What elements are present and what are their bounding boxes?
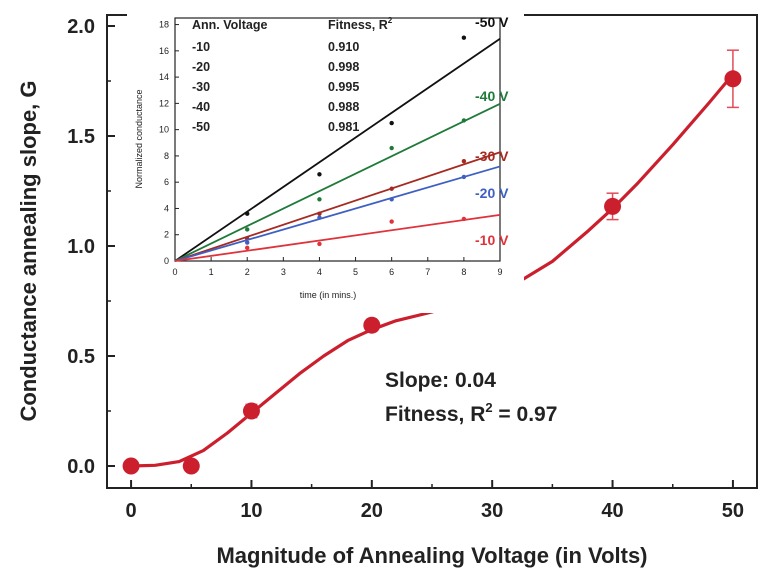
inset-series-label: -10 V: [475, 232, 509, 248]
y-tick-label: 0.5: [67, 346, 95, 368]
table-cell-voltage: -20: [192, 60, 210, 74]
annotation-fitness-superscript: 2: [485, 400, 492, 415]
table-header-fitness-text: Fitness, R: [328, 18, 388, 32]
inset-x-tick-label: 6: [389, 267, 394, 277]
table-cell-voltage: -10: [192, 40, 210, 54]
data-point: [724, 70, 742, 88]
inset-x-tick-label: 0: [172, 267, 177, 277]
table-cell-fitness: 0.995: [328, 80, 359, 94]
inset-fit-line: [174, 165, 501, 262]
x-tick-label: 20: [361, 500, 383, 522]
inset-fit-line: [174, 151, 501, 262]
inset-series-label: -20 V: [475, 185, 509, 201]
table-cell-voltage: -40: [192, 100, 210, 114]
x-tick-label: 40: [601, 500, 623, 522]
inset-data-point: [317, 215, 322, 220]
inset-y-tick-label: 6: [164, 177, 169, 187]
inset-y-tick-label: 12: [159, 98, 169, 108]
inset-data-point: [317, 197, 322, 202]
annotation-slope: Slope: 0.04: [385, 369, 496, 392]
inset-x-tick-label: 1: [209, 267, 214, 277]
inset-x-tick-label: 7: [425, 267, 430, 277]
x-tick-label: 50: [722, 500, 744, 522]
x-tick-label: 0: [126, 500, 137, 522]
table-cell-fitness: 0.988: [328, 100, 359, 114]
inset-fit-line: [174, 102, 501, 262]
annotation-fitness: Fitness, R2 = 0.97: [385, 400, 557, 426]
y-axis-title: Conductance annealing slope, G: [16, 80, 41, 421]
inset-data-point: [461, 118, 467, 123]
table-cell-voltage: -30: [192, 80, 210, 94]
data-point: [363, 316, 381, 334]
inset-y-tick-label: 0: [164, 256, 169, 266]
data-point: [242, 402, 260, 420]
inset-x-tick-label: 2: [245, 267, 250, 277]
inset-data-point: [461, 35, 467, 40]
inset-data-point: [245, 245, 250, 251]
inset-x-tick-label: 9: [497, 267, 502, 277]
x-tick-label: 10: [240, 500, 262, 522]
inset-series-label: -50 V: [475, 14, 509, 30]
y-tick-label: 1.0: [67, 236, 95, 258]
inset-data-point: [245, 240, 250, 245]
inset-data-point: [317, 172, 322, 177]
inset-y-tick-label: 2: [164, 230, 169, 240]
annotation-fitness-value: = 0.97: [493, 403, 558, 426]
x-axis-title: Magnitude of Annealing Voltage (in Volts…: [216, 543, 647, 568]
inset-y-tick-label: 8: [164, 151, 169, 161]
inset-data-point: [389, 186, 394, 191]
inset-x-tick-label: 8: [461, 267, 466, 277]
x-tick-label: 30: [481, 500, 503, 522]
inset-x-axis-title: time (in mins.): [300, 290, 357, 300]
inset-data-point: [317, 241, 322, 247]
table-cell-voltage: -50: [192, 120, 210, 134]
inset-fit-line: [174, 214, 501, 262]
inset-frame: [174, 17, 501, 262]
table-header-fitness-superscript: 2: [388, 16, 393, 25]
inset-y-axis-title: Normalized conductance: [134, 89, 144, 188]
inset-x-tick-label: 3: [281, 267, 286, 277]
inset-data-point: [389, 120, 394, 126]
y-tick-label: 0.0: [67, 456, 95, 478]
inset-x-tick-label: 4: [317, 267, 322, 277]
inset-x-tick-label: 5: [353, 267, 358, 277]
fit-curve: [129, 72, 735, 468]
inset-series-label: -30 V: [475, 148, 509, 164]
inset-y-tick-label: 10: [159, 125, 169, 135]
inset-data-point: [389, 145, 394, 151]
data-point: [122, 457, 140, 475]
data-point: [182, 457, 200, 475]
inset-data-point: [461, 158, 467, 164]
inset-data-point: [389, 219, 394, 224]
table-cell-fitness: 0.910: [328, 40, 359, 54]
data-point: [604, 197, 622, 215]
table-header-voltage: Ann. Voltage: [192, 18, 268, 32]
inset-data-point: [461, 216, 467, 222]
inset-data-point: [245, 211, 250, 216]
table-header-fitness: Fitness, R2: [328, 16, 393, 32]
inset-fit-line: [174, 38, 501, 262]
y-tick-label: 1.5: [67, 126, 95, 148]
y-tick-label: 2.0: [67, 16, 95, 38]
inset-data-point: [317, 211, 322, 216]
inset-data-point: [389, 197, 394, 202]
inset-y-tick-label: 4: [164, 203, 169, 213]
table-cell-fitness: 0.998: [328, 60, 359, 74]
inset-series-label: -40 V: [475, 88, 509, 104]
inset-data-point: [461, 174, 467, 180]
table-cell-fitness: 0.981: [328, 120, 359, 134]
inset-y-tick-label: 14: [159, 72, 169, 82]
inset-y-tick-label: 16: [159, 46, 169, 56]
inset-y-tick-label: 18: [159, 20, 169, 30]
annotation-fitness-prefix: Fitness, R: [385, 403, 485, 426]
inset-data-point: [245, 227, 250, 232]
